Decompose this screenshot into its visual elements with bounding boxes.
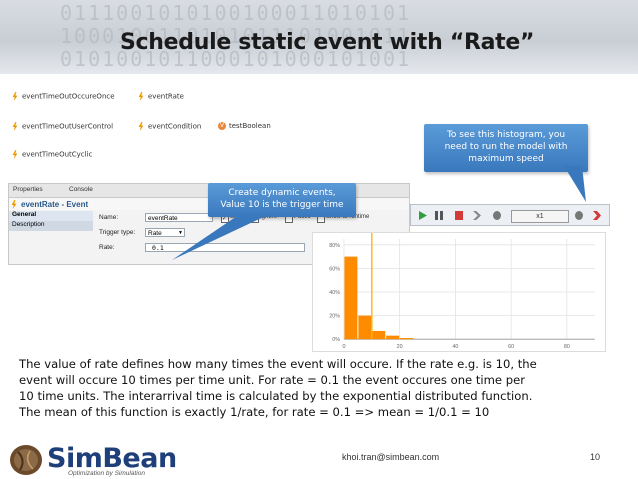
histogram-bar (358, 315, 372, 340)
lightning-icon (138, 122, 144, 131)
slow-down-icon[interactable] (493, 211, 501, 220)
dynamic-events-callout-pointer (172, 214, 270, 260)
trigger-type-select[interactable]: Rate ▼ (145, 228, 185, 237)
histogram-bar (386, 335, 400, 340)
variable-icon: V (218, 122, 226, 130)
model-canvas: eventTimeOutOccureOnce eventRate eventTi… (8, 82, 412, 182)
x-tick-label: 20 (397, 344, 403, 350)
name-label: Name: (99, 214, 119, 221)
histogram-bar (372, 330, 386, 340)
dynamic-events-callout: Create dynamic events, Value 10 is the t… (208, 183, 356, 217)
histogram-bar (400, 338, 414, 340)
footer (0, 443, 638, 479)
pause-icon[interactable] (435, 211, 443, 220)
x-tick-label: 0 (342, 344, 345, 350)
histogram-chart: 0% 20% 40% 60% 80% 0 20 40 60 80 (312, 232, 606, 352)
node-event-condition[interactable]: eventCondition (138, 122, 201, 131)
max-speed-icon[interactable] (593, 211, 601, 220)
y-tick-label: 40% (329, 290, 340, 296)
y-tick-label: 80% (329, 243, 340, 249)
play-icon[interactable] (419, 211, 427, 220)
sidebar-item-general[interactable]: General (9, 211, 93, 221)
lightning-icon (12, 122, 18, 131)
speed-display: x1 (511, 210, 569, 223)
histogram-bar (344, 256, 358, 340)
header-binary-background: 0111001010100100011010101 10001001101010… (60, 1, 412, 71)
simbean-bean-logo-icon (10, 445, 42, 475)
node-event-rate[interactable]: eventRate (138, 92, 184, 101)
histogram-callout-pointer (564, 166, 586, 202)
rate-field[interactable]: 0.1 (145, 243, 305, 252)
tab-properties[interactable]: Properties (13, 186, 43, 193)
lightning-icon (12, 150, 18, 159)
step-icon[interactable] (473, 211, 481, 220)
node-event-timeout-user-control[interactable]: eventTimeOutUserControl (12, 122, 113, 131)
chart-y-ticks: 0% 20% 40% 60% 80% (329, 243, 340, 343)
trigger-type-label: Trigger type: (99, 229, 136, 236)
properties-sidebar: General Description (9, 211, 93, 263)
page-number: 10 (590, 452, 601, 462)
rate-label: Rate: (99, 244, 115, 251)
sidebar-item-description[interactable]: Description (9, 221, 93, 231)
chevron-down-icon: ▼ (178, 230, 183, 236)
y-tick-label: 60% (329, 266, 340, 272)
stop-icon[interactable] (455, 211, 463, 220)
chart-grid (343, 238, 595, 340)
x-tick-label: 60 (508, 344, 514, 350)
chart-bars (344, 256, 414, 340)
y-tick-label: 0% (332, 337, 340, 343)
footer-email: khoi.tran@simbean.com (342, 452, 440, 462)
lightning-icon (138, 92, 144, 101)
x-tick-label: 40 (452, 344, 458, 350)
tab-console[interactable]: Console (69, 186, 93, 193)
event-title: eventRate - Event (21, 200, 89, 209)
y-tick-label: 20% (329, 314, 340, 320)
runtime-toolbar: x1 (410, 204, 610, 226)
lightning-icon (11, 200, 17, 209)
body-text: The value of rate defines how many times… (19, 357, 537, 419)
lightning-icon (12, 92, 18, 101)
header-banner: 0111001010100100011010101 10001001101010… (0, 0, 638, 74)
logo-tagline: Optimization by Simulation (68, 470, 145, 477)
histogram-callout: To see this histogram, you need to run t… (424, 124, 588, 172)
speed-up-icon[interactable] (575, 211, 583, 220)
name-field[interactable]: eventRate (145, 213, 213, 222)
x-tick-label: 80 (564, 344, 570, 350)
slide-title: Schedule static event with “Rate” (120, 30, 535, 55)
node-event-timeout-occure-once[interactable]: eventTimeOutOccureOnce (12, 92, 115, 101)
chart-x-ticks: 0 20 40 60 80 (342, 344, 569, 350)
logo-wordmark: SimBean (47, 443, 177, 474)
node-event-timeout-cyclic[interactable]: eventTimeOutCyclic (12, 150, 92, 159)
